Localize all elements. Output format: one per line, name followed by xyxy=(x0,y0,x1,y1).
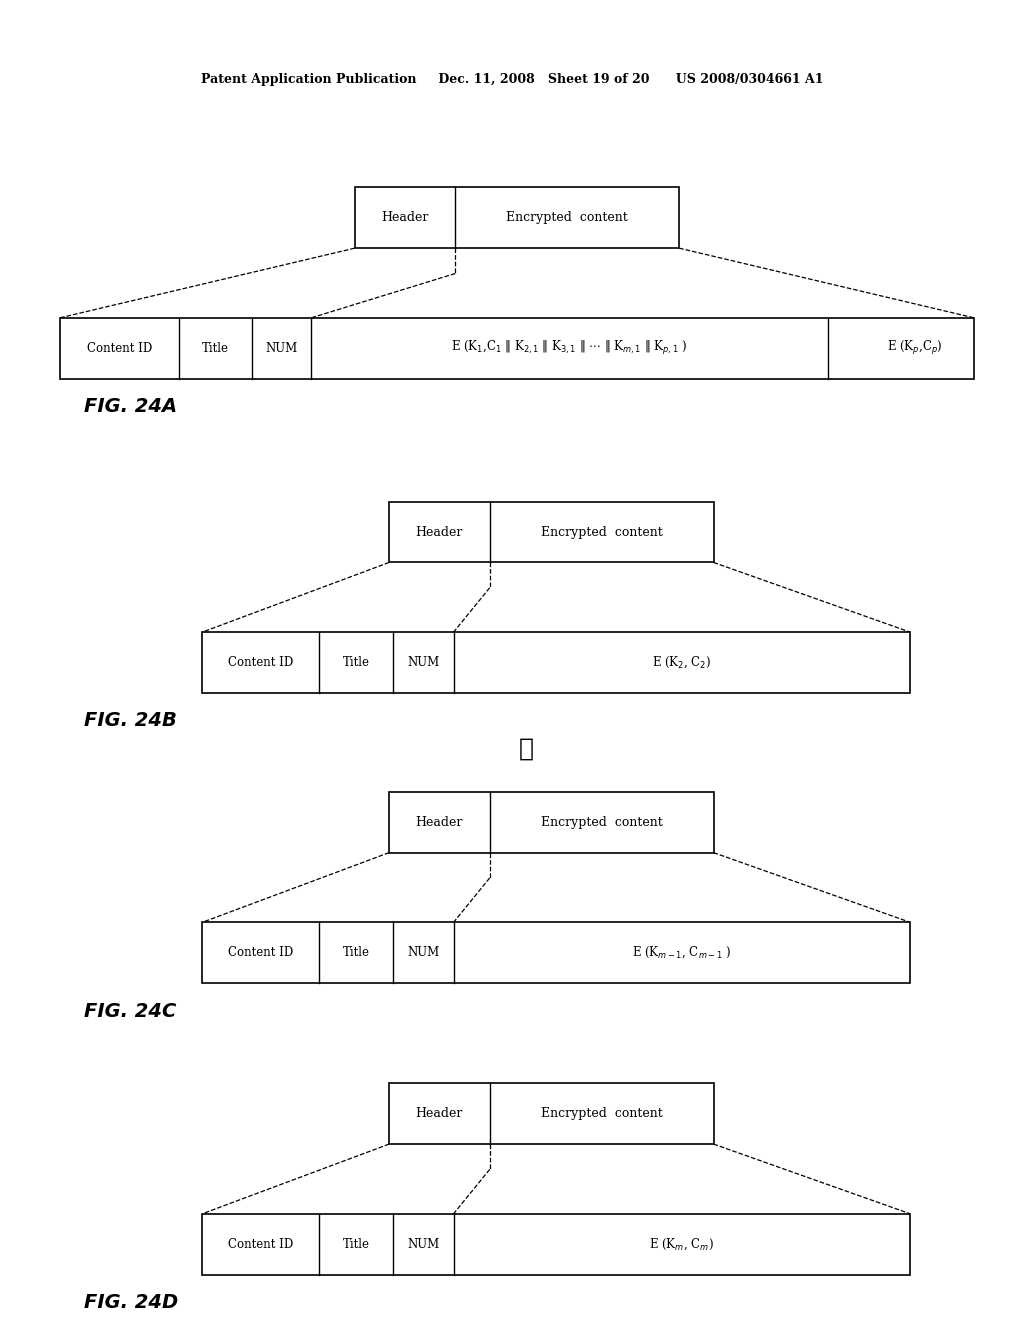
Text: E (K$_1$,C$_1$ $\Vert$ K$_{2,1}$ $\Vert$ K$_{3,1}$ $\Vert$ $\cdots$ $\Vert$ K$_{: E (K$_1$,C$_1$ $\Vert$ K$_{2,1}$ $\Vert$… xyxy=(452,339,687,358)
Text: Header: Header xyxy=(416,1107,463,1121)
Text: E (K$_m$, C$_m$): E (K$_m$, C$_m$) xyxy=(649,1237,715,1251)
Bar xyxy=(389,792,714,853)
Text: FIG. 24C: FIG. 24C xyxy=(84,1002,176,1020)
Text: NUM: NUM xyxy=(408,946,439,960)
Text: Content ID: Content ID xyxy=(228,656,293,669)
Text: Content ID: Content ID xyxy=(228,1238,293,1250)
Text: Header: Header xyxy=(381,211,429,224)
Text: Title: Title xyxy=(343,656,370,669)
Text: Title: Title xyxy=(202,342,228,355)
Text: E (K$_{m-1}$, C$_{m-1}$ ): E (K$_{m-1}$, C$_{m-1}$ ) xyxy=(632,945,731,961)
Text: NUM: NUM xyxy=(408,656,439,669)
Text: NUM: NUM xyxy=(265,342,298,355)
Text: E (K$_2$, C$_2$): E (K$_2$, C$_2$) xyxy=(652,655,712,671)
Text: Encrypted  content: Encrypted content xyxy=(541,1107,663,1121)
Text: Title: Title xyxy=(343,946,370,960)
Text: Encrypted  content: Encrypted content xyxy=(541,816,663,829)
Text: FIG. 24D: FIG. 24D xyxy=(84,1294,178,1312)
Text: Header: Header xyxy=(416,525,463,539)
Bar xyxy=(389,502,714,562)
Bar xyxy=(203,1214,910,1275)
Text: Content ID: Content ID xyxy=(87,342,152,355)
Text: FIG. 24B: FIG. 24B xyxy=(84,711,177,730)
Bar xyxy=(354,187,679,248)
Text: NUM: NUM xyxy=(408,1238,439,1250)
Bar xyxy=(203,923,910,983)
Text: FIG. 24A: FIG. 24A xyxy=(84,397,177,416)
Text: E (K$_p$,C$_p$): E (K$_p$,C$_p$) xyxy=(887,339,942,358)
Text: Content ID: Content ID xyxy=(228,946,293,960)
Text: Header: Header xyxy=(416,816,463,829)
Text: Patent Application Publication     Dec. 11, 2008   Sheet 19 of 20      US 2008/0: Patent Application Publication Dec. 11, … xyxy=(201,73,823,86)
Bar xyxy=(389,1084,714,1144)
Bar xyxy=(59,318,974,379)
Bar xyxy=(203,632,910,693)
Text: Encrypted  content: Encrypted content xyxy=(506,211,628,224)
Text: Encrypted  content: Encrypted content xyxy=(541,525,663,539)
Text: ⋮: ⋮ xyxy=(519,737,535,760)
Text: Title: Title xyxy=(343,1238,370,1250)
